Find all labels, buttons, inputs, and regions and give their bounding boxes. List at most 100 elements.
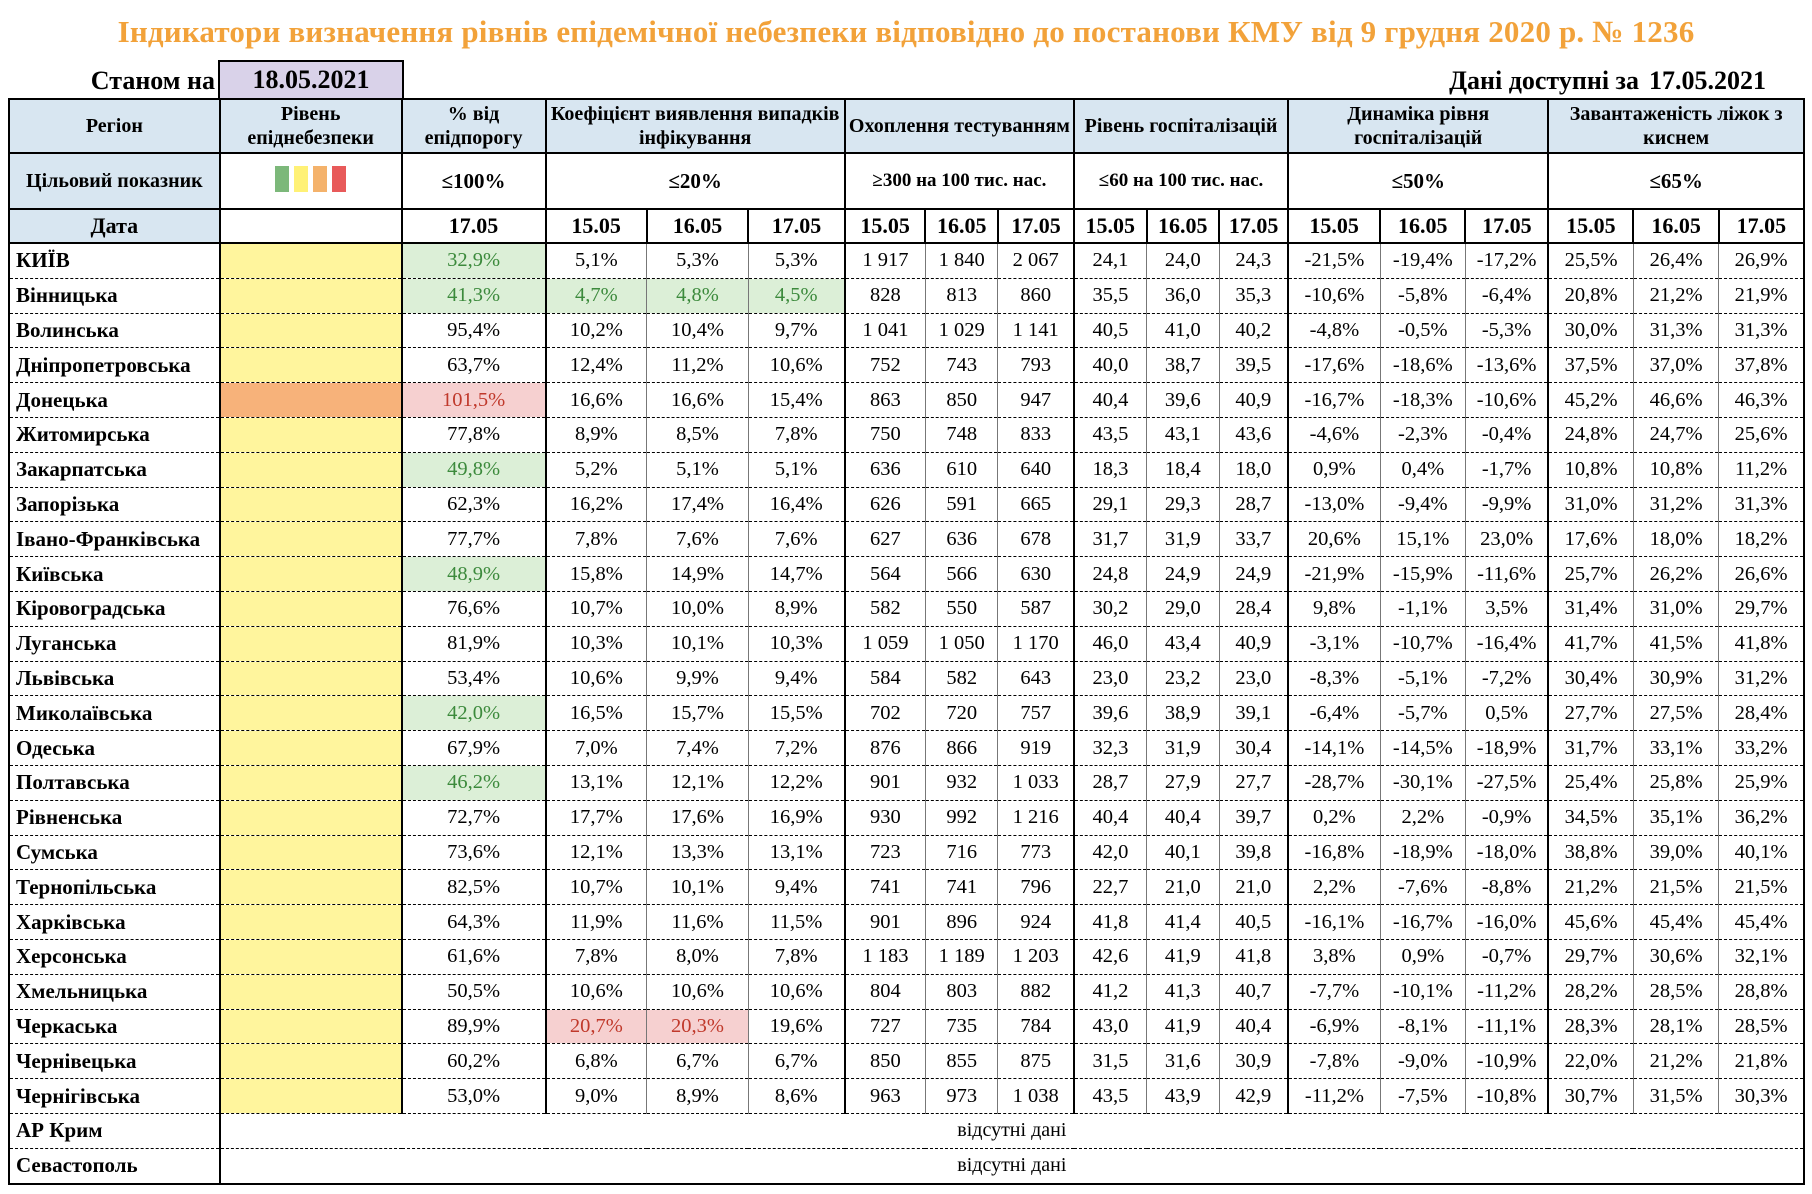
region-name: Полтавська xyxy=(8,765,221,801)
target-row: Цільовий показник ≤100% ≤20% ≥300 на 100… xyxy=(8,152,1805,210)
det-value: 13,3% xyxy=(646,835,749,871)
beds-value: 29,7% xyxy=(1718,591,1806,627)
dyn-value: -8,8% xyxy=(1464,869,1550,906)
hosp-value: 40,4 xyxy=(1073,800,1147,836)
table-row: Волинська 95,4% 10,2% 10,4% 9,7% 1 041 1 029 1 … xyxy=(8,313,1806,349)
dyn-value: -17,6% xyxy=(1287,347,1381,384)
table-row: КИЇВ 32,9% 5,1% 5,3% 5,3% 1 917 1 840 2 067 24,1… xyxy=(8,243,1806,279)
test-value: 813 xyxy=(924,278,999,314)
dyn-value: -30,1% xyxy=(1379,765,1466,801)
dyn-value: -6,9% xyxy=(1287,1009,1381,1045)
hosp-value: 38,9 xyxy=(1146,695,1220,732)
epidemic-level-cell xyxy=(219,904,403,940)
pct-of-threshold: 48,9% xyxy=(401,556,547,592)
hosp-value: 31,6 xyxy=(1146,1043,1220,1080)
det-value: 7,2% xyxy=(747,730,846,766)
det-value: 8,6% xyxy=(747,1078,846,1114)
test-value: 804 xyxy=(844,974,926,1010)
hosp-value: 41,2 xyxy=(1073,974,1147,1010)
hosp-value: 28,7 xyxy=(1073,765,1147,801)
hosp-value: 24,9 xyxy=(1146,556,1220,592)
dyn-value: -0,4% xyxy=(1464,417,1550,453)
test-value: 564 xyxy=(844,556,926,592)
dyn-value: -28,7% xyxy=(1287,765,1381,801)
hosp-value: 29,1 xyxy=(1073,487,1147,523)
dyn-value: -13,6% xyxy=(1464,347,1550,384)
dyn-value: -5,1% xyxy=(1379,661,1466,697)
test-value: 752 xyxy=(844,347,926,384)
beds-value: 46,3% xyxy=(1718,382,1806,418)
test-value: 748 xyxy=(924,417,999,453)
region-name: Рівненська xyxy=(8,800,221,836)
hosp-value: 40,2 xyxy=(1218,313,1290,349)
beds-value: 22,0% xyxy=(1547,1043,1634,1080)
dyn-value: 23,0% xyxy=(1464,521,1550,558)
det-value: 19,6% xyxy=(747,1009,846,1045)
det-value: 12,1% xyxy=(646,765,749,801)
table-row: Харківська 64,3% 11,9% 11,6% 11,5% 901 896 924 4… xyxy=(8,904,1806,940)
level-swatch-1 xyxy=(294,165,309,192)
pct-of-threshold: 81,9% xyxy=(401,626,547,662)
hosp-value: 28,7 xyxy=(1218,487,1290,523)
hosp-value: 27,9 xyxy=(1146,765,1220,801)
hosp-value: 36,0 xyxy=(1146,278,1220,314)
dyn-value: -0,5% xyxy=(1379,313,1466,349)
dyn-value: -7,2% xyxy=(1464,661,1550,697)
data-available-text: Дані доступні за xyxy=(1449,66,1639,95)
det-value: 4,7% xyxy=(544,278,648,314)
det-value: 15,5% xyxy=(747,695,846,732)
dyn-value: -16,4% xyxy=(1464,626,1550,662)
det-value: 11,2% xyxy=(646,347,749,384)
beds-value: 26,4% xyxy=(1632,243,1720,279)
beds-value: 41,7% xyxy=(1547,626,1634,662)
hosp-value: 40,4 xyxy=(1146,800,1220,836)
dyn-value: -14,5% xyxy=(1379,730,1466,766)
beds-value: 46,6% xyxy=(1632,382,1720,418)
region-name: Дніпропетровська xyxy=(8,347,221,384)
hosp-value: 43,1 xyxy=(1146,417,1220,453)
beds-value: 21,5% xyxy=(1718,869,1806,906)
table-row: Вінницька 41,3% 4,7% 4,8% 4,5% 828 813 860 35,5 3… xyxy=(8,278,1806,314)
dyn-value: -11,6% xyxy=(1464,556,1550,592)
region-name: Луганська xyxy=(8,626,221,662)
pct-of-threshold: 73,6% xyxy=(401,835,547,871)
beds-value: 31,4% xyxy=(1547,591,1634,627)
dyn-value: -21,9% xyxy=(1287,556,1381,592)
data-available-date: 17.05.2021 xyxy=(1649,66,1766,95)
date-level-empty xyxy=(218,208,403,244)
epidemic-level-cell xyxy=(219,347,403,384)
hosp-value: 21,0 xyxy=(1218,869,1290,906)
beds-value: 10,8% xyxy=(1547,452,1634,488)
header-hospitalization: Рівень госпіталізацій xyxy=(1072,98,1290,154)
epidemic-level-cell xyxy=(219,591,403,627)
det-value: 7,8% xyxy=(747,939,846,975)
dyn-value: -10,9% xyxy=(1464,1043,1550,1080)
det-value: 15,8% xyxy=(544,556,648,592)
det-value: 5,2% xyxy=(544,452,648,488)
dyn-value: -11,2% xyxy=(1287,1078,1381,1114)
date-test-3: 17.05 xyxy=(996,208,1075,244)
hosp-value: 39,1 xyxy=(1218,695,1290,732)
as-of-date: 18.05.2021 xyxy=(218,60,404,98)
dyn-value: -9,0% xyxy=(1379,1043,1466,1080)
test-value: 828 xyxy=(844,278,926,314)
region-name: Черкаська xyxy=(8,1009,221,1045)
test-value: 1 059 xyxy=(844,626,926,662)
pct-of-threshold: 77,8% xyxy=(401,417,547,453)
test-value: 963 xyxy=(844,1078,926,1114)
beds-value: 21,9% xyxy=(1718,278,1806,314)
hosp-value: 41,3 xyxy=(1146,974,1220,1010)
test-value: 932 xyxy=(924,765,999,801)
test-value: 882 xyxy=(997,974,1075,1010)
test-value: 630 xyxy=(997,556,1075,592)
dyn-value: -6,4% xyxy=(1287,695,1381,732)
target-pct: ≤100% xyxy=(400,152,547,210)
test-value: 919 xyxy=(997,730,1075,766)
beds-value: 32,1% xyxy=(1718,939,1806,975)
table-row: Луганська 81,9% 10,3% 10,1% 10,3% 1 059 1 050 1… xyxy=(8,626,1806,662)
beds-value: 28,1% xyxy=(1632,1009,1720,1045)
test-value: 875 xyxy=(997,1043,1075,1080)
hosp-value: 41,8 xyxy=(1073,904,1147,940)
dyn-value: -5,3% xyxy=(1464,313,1550,349)
det-value: 16,2% xyxy=(544,487,648,523)
